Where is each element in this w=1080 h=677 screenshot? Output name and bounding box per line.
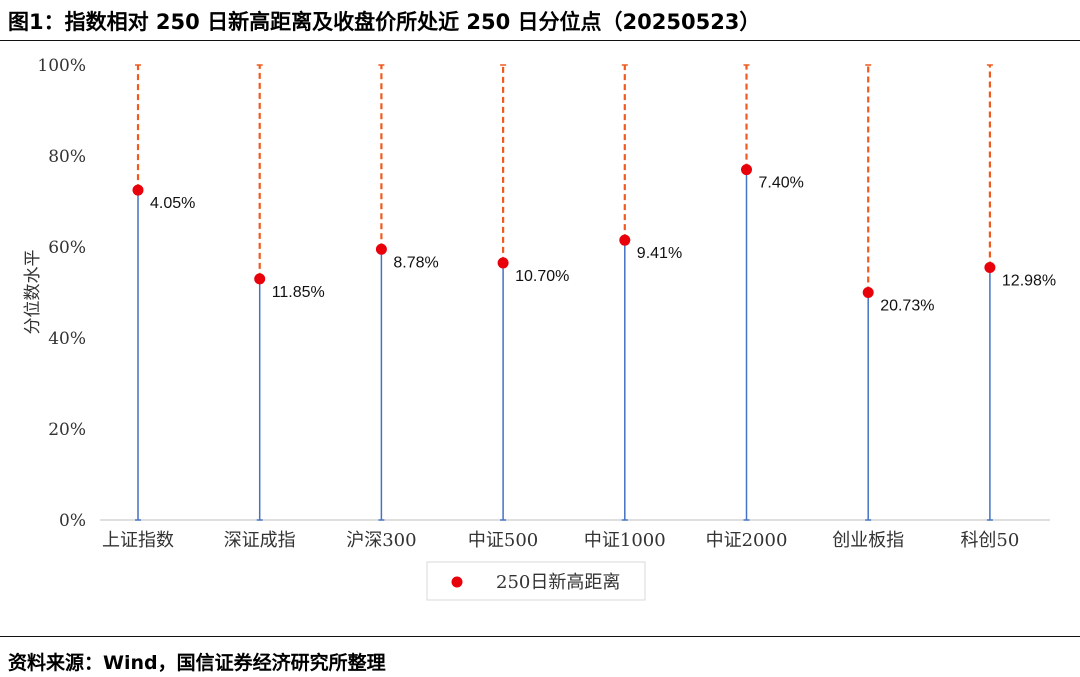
- data-point: [254, 273, 266, 285]
- category-label: 创业板指: [832, 530, 904, 551]
- source-note: 资料来源：Wind，国信证券经济研究所整理: [8, 652, 386, 674]
- data-label: 11.85%: [272, 284, 325, 301]
- data-label: 10.70%: [515, 268, 569, 285]
- data-point: [497, 257, 509, 269]
- title-rule: [0, 40, 1080, 41]
- source-rule: [0, 636, 1080, 637]
- y-tick-label: 40%: [48, 329, 86, 349]
- y-tick-label: 80%: [48, 147, 86, 167]
- legend-box: [426, 561, 646, 601]
- stems: [135, 64, 993, 521]
- legend-marker: [451, 576, 463, 588]
- chart: 0% 20% 40% 60% 80% 100% 分位数水平 4.05% 11.85% 8.78…: [23, 56, 1056, 601]
- category-label: 深证成指: [224, 530, 296, 551]
- data-labels: 4.05% 11.85% 8.78% 10.70% 9.41% 7.40% 20.73% 12…: [150, 175, 1056, 315]
- data-point: [741, 164, 752, 176]
- y-tick-label: 20%: [48, 420, 86, 440]
- data-label: 20.73%: [880, 298, 934, 315]
- data-point: [132, 184, 144, 196]
- data-label: 8.78%: [393, 254, 438, 271]
- y-tick-label: 60%: [48, 238, 86, 258]
- data-point: [619, 234, 631, 246]
- data-point: [375, 243, 387, 255]
- legend-label: 250日新高距离: [496, 572, 620, 593]
- data-point: [984, 261, 996, 273]
- category-label: 中证500: [468, 530, 538, 551]
- category-label: 科创50: [960, 530, 1019, 551]
- data-label: 9.41%: [637, 245, 682, 262]
- legend: 250日新高距离: [426, 561, 646, 601]
- data-label: 4.05%: [150, 195, 195, 212]
- category-label: 中证1000: [584, 530, 666, 551]
- category-label: 沪深300: [346, 530, 416, 551]
- y-tick-label: 100%: [37, 56, 86, 76]
- figure-title: 图1：指数相对 250 日新高距离及收盘价所处近 250 日分位点（202505…: [8, 10, 761, 34]
- data-label: 7.40%: [759, 175, 804, 192]
- category-label: 中证2000: [706, 530, 788, 551]
- data-label: 12.98%: [1002, 272, 1056, 289]
- y-axis-ticks: 0% 20% 40% 60% 80% 100%: [37, 56, 86, 531]
- y-axis-label: 分位数水平: [23, 250, 43, 335]
- data-points: [132, 164, 996, 298]
- category-labels: 上证指数 深证成指 沪深300 中证500 中证1000 中证2000 创业板指 科创50: [102, 530, 1019, 551]
- y-tick-label: 0%: [59, 511, 86, 531]
- data-point: [862, 287, 874, 298]
- category-label: 上证指数: [102, 530, 174, 551]
